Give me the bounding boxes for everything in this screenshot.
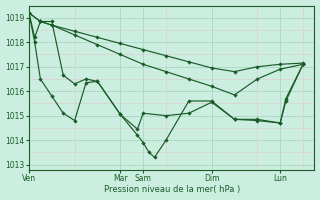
X-axis label: Pression niveau de la mer( hPa ): Pression niveau de la mer( hPa ) — [104, 185, 240, 194]
